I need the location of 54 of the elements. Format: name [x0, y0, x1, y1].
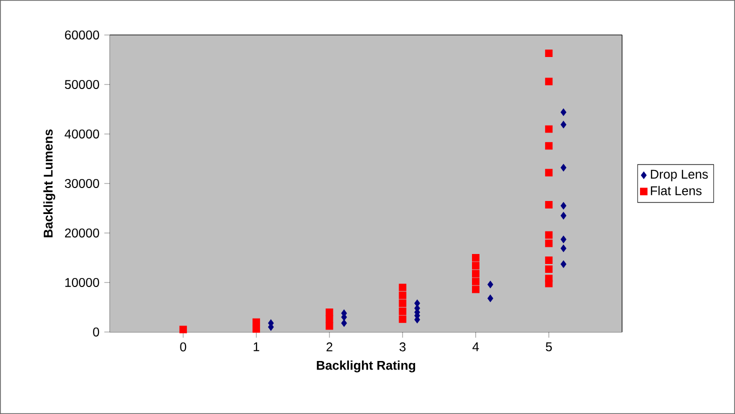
- x-tick-label: 2: [326, 342, 332, 352]
- point: [560, 260, 566, 268]
- x-tick-label: 5: [546, 342, 552, 352]
- point: [545, 240, 553, 248]
- point: [472, 278, 480, 286]
- point: [398, 315, 406, 323]
- y-tick-label: 60000: [65, 30, 100, 40]
- y-tick-label: 50000: [64, 80, 100, 89]
- point: [545, 201, 553, 209]
- point: [560, 108, 566, 116]
- point: [326, 322, 334, 330]
- point: [472, 262, 480, 270]
- point: [398, 300, 406, 308]
- point: [472, 286, 480, 294]
- point: [545, 50, 553, 58]
- legend-label: Drop Lens: [650, 170, 708, 182]
- point: [398, 292, 406, 300]
- point: [545, 125, 553, 133]
- point: [398, 284, 406, 292]
- x-tick-label: 4: [472, 342, 479, 352]
- point: [179, 326, 187, 334]
- point: [341, 319, 347, 327]
- y-tick-label: 10000: [65, 278, 100, 287]
- y-tick-label: 30000: [64, 179, 100, 188]
- point: [326, 308, 334, 316]
- point: [326, 315, 334, 323]
- x-axis-title: Backlight Rating: [316, 360, 416, 372]
- y-tick-label: 0: [93, 328, 100, 336]
- point: [545, 78, 553, 86]
- point: [398, 307, 406, 315]
- point: [545, 142, 553, 150]
- point: [560, 120, 566, 128]
- point: [252, 325, 260, 333]
- y-tick-label: 20000: [65, 228, 100, 238]
- point: [487, 294, 494, 302]
- point: [472, 270, 480, 278]
- x-tick-label: 0: [180, 342, 186, 352]
- point: [545, 168, 553, 176]
- y-tick-label: 40000: [64, 130, 100, 138]
- point: [560, 244, 566, 252]
- y-axis-title: Backlight Lumens: [43, 129, 56, 238]
- point: [472, 254, 480, 262]
- point: [545, 280, 553, 288]
- point: [487, 280, 494, 288]
- x-tick-label: 3: [400, 342, 406, 352]
- point: [545, 265, 553, 273]
- legend-label: Flat Lens: [650, 186, 702, 196]
- point: [545, 231, 553, 239]
- point: [560, 164, 566, 172]
- point: [560, 202, 566, 210]
- x-tick-label: 1: [254, 342, 260, 352]
- point: [560, 236, 566, 244]
- point: [560, 212, 566, 220]
- point: [545, 256, 553, 264]
